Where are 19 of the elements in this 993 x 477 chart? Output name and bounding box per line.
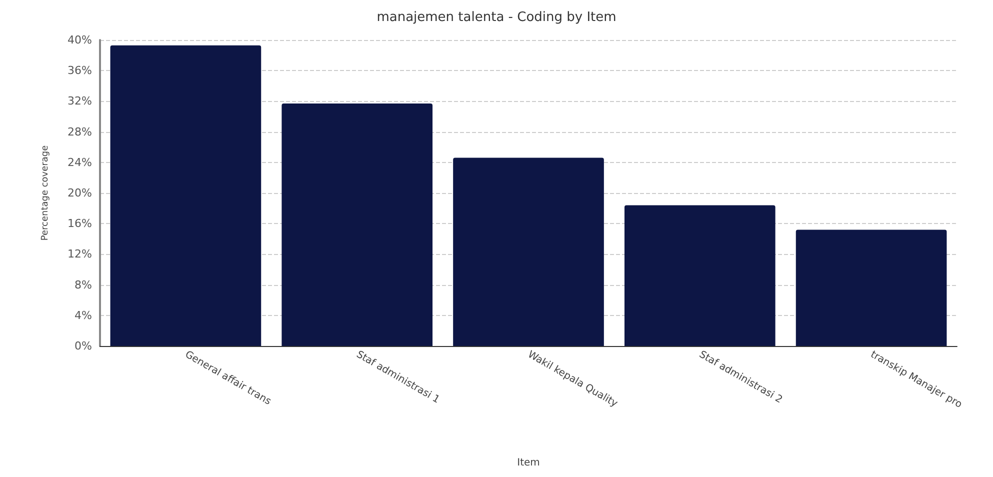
y-tick-label: 4% (74, 308, 92, 322)
bar (282, 103, 433, 346)
y-tick-label: 16% (68, 217, 92, 230)
bar (453, 158, 604, 346)
bar (624, 205, 776, 346)
y-tick-label: 20% (68, 186, 92, 200)
y-tick-label: 0% (74, 340, 92, 352)
chart-title: manajemen talenta - Coding by Item (376, 10, 616, 25)
y-tick-label: 12% (68, 248, 92, 261)
bar (796, 230, 947, 346)
x-axis-title: Item (517, 458, 540, 468)
y-tick-label: 32% (68, 94, 92, 108)
y-axis-title: Percentage coverage (40, 144, 50, 241)
y-tick-label: 28% (68, 125, 92, 138)
y-tick-label: 40% (68, 34, 92, 46)
bar (110, 45, 262, 346)
y-tick-label: 8% (74, 278, 92, 292)
y-tick-label: 24% (68, 156, 92, 169)
y-tick-label: 36% (68, 64, 92, 78)
